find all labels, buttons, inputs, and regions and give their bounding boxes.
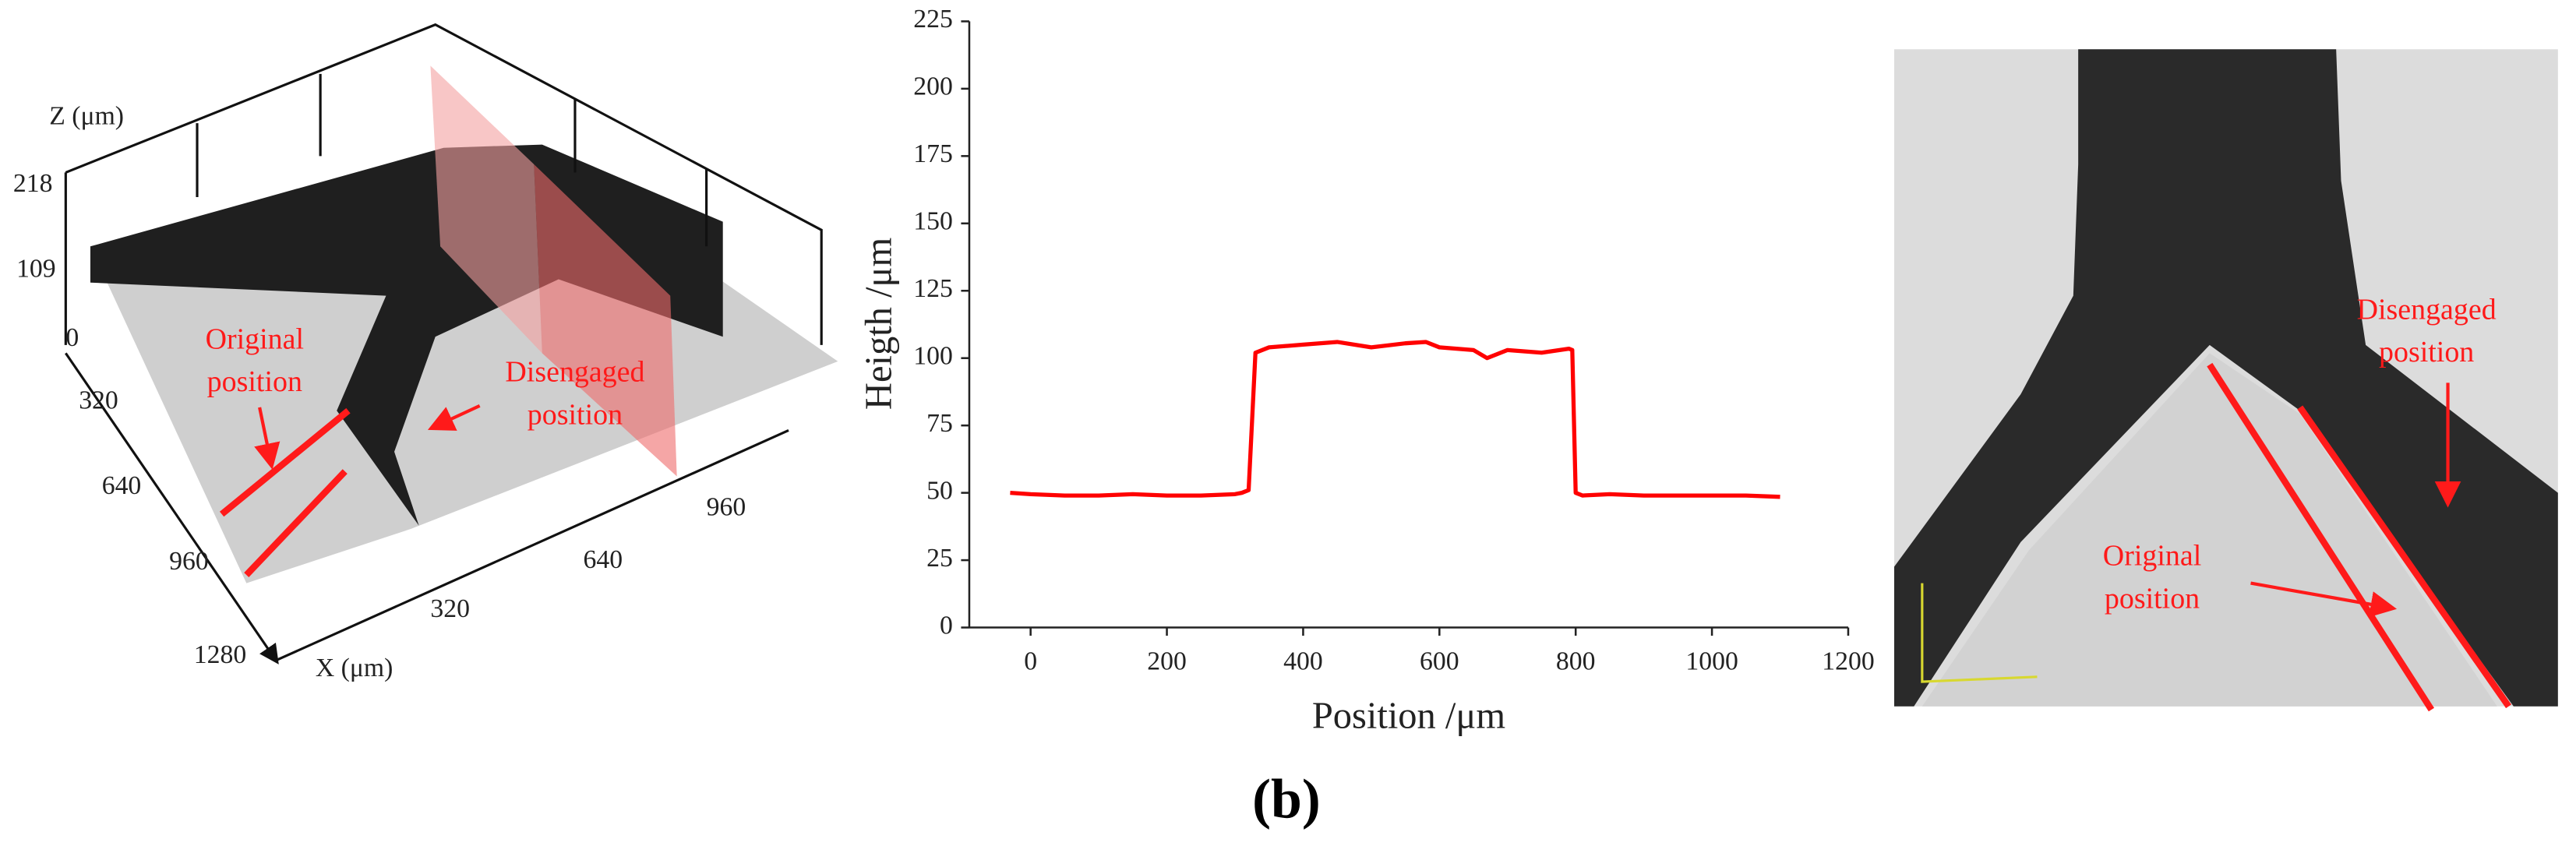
annotation: position [2105, 582, 2200, 615]
y-tick-label: 50 [926, 476, 953, 505]
y-tick-label: 100 [913, 341, 953, 370]
y-tick-label: 1280 [194, 640, 246, 669]
caption: (b) [1252, 768, 1321, 830]
red-line [2207, 362, 2435, 712]
surface-plot [64, 23, 838, 664]
x-tick-label: 640 [583, 545, 623, 574]
annotation: Disengaged [2357, 293, 2497, 326]
section-plane [534, 164, 677, 477]
y-tick-label: 125 [913, 274, 953, 303]
arrow [2250, 581, 2398, 618]
y-tick-label: 25 [926, 544, 953, 573]
annotation: position [207, 365, 302, 398]
y-tick-label: 320 [79, 386, 118, 414]
data-line [1010, 340, 1780, 499]
z-tick-label: 109 [16, 255, 56, 284]
x-tick-label: 600 [1420, 647, 1459, 676]
section-plane [430, 65, 542, 354]
x-tick-label: 400 [1283, 647, 1323, 676]
scale-bar [1921, 583, 2038, 683]
arrow [427, 404, 481, 431]
x-tick-label: 1200 [1822, 647, 1874, 676]
red-line [219, 407, 351, 517]
x-tick-label: 320 [430, 594, 470, 623]
y-tick-label: 960 [169, 547, 209, 576]
x-tick-label: 1000 [1685, 647, 1738, 676]
arrow [254, 407, 281, 470]
y-axis-title: Heigth /μm [858, 238, 899, 410]
x-tick-label: 960 [707, 492, 746, 521]
red-line [2297, 405, 2512, 709]
annotation: position [528, 398, 623, 431]
fork-region [1921, 353, 2497, 707]
plot-box [64, 23, 823, 664]
y-tick-label: 225 [913, 5, 953, 33]
z-tick-label: 218 [13, 169, 53, 198]
axis-title: X (μm) [316, 654, 393, 682]
y-tick-label: 0 [940, 611, 953, 640]
annotation: Disengaged [505, 355, 644, 388]
red-line [244, 469, 348, 577]
y-tick-label: 0 [65, 323, 79, 352]
y-tick-label: 150 [913, 207, 953, 236]
y-tick-label: 75 [926, 409, 953, 438]
x-tick-label: 200 [1147, 647, 1187, 676]
micrograph [1894, 49, 2558, 712]
y-tick-label: 175 [913, 139, 953, 168]
y-tick-label: 200 [913, 72, 953, 101]
x-tick-label: 800 [1556, 647, 1596, 676]
y-tick-label: 640 [102, 471, 142, 500]
channel [1894, 49, 2558, 707]
annotation: position [2379, 336, 2474, 368]
axis-title: Z (μm) [49, 102, 124, 131]
annotation: Original [2103, 540, 2201, 573]
x-axis-title: Position /μm [1312, 696, 1505, 737]
x-tick-label: 0 [1024, 647, 1037, 676]
annotation: Original [206, 323, 304, 355]
